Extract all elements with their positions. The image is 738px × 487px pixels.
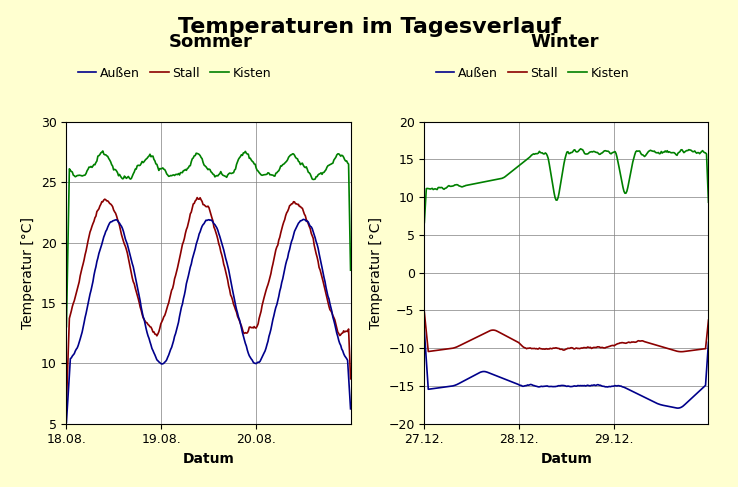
Y-axis label: Temperatur [°C]: Temperatur [°C] <box>369 217 383 329</box>
Text: Sommer: Sommer <box>168 33 252 51</box>
Text: Winter: Winter <box>531 33 599 51</box>
X-axis label: Datum: Datum <box>182 452 235 466</box>
Legend: Außen, Stall, Kisten: Außen, Stall, Kisten <box>72 61 276 85</box>
X-axis label: Datum: Datum <box>540 452 593 466</box>
Y-axis label: Temperatur [°C]: Temperatur [°C] <box>21 217 35 329</box>
Text: Temperaturen im Tagesverlauf: Temperaturen im Tagesverlauf <box>178 17 560 37</box>
Legend: Außen, Stall, Kisten: Außen, Stall, Kisten <box>430 61 634 85</box>
